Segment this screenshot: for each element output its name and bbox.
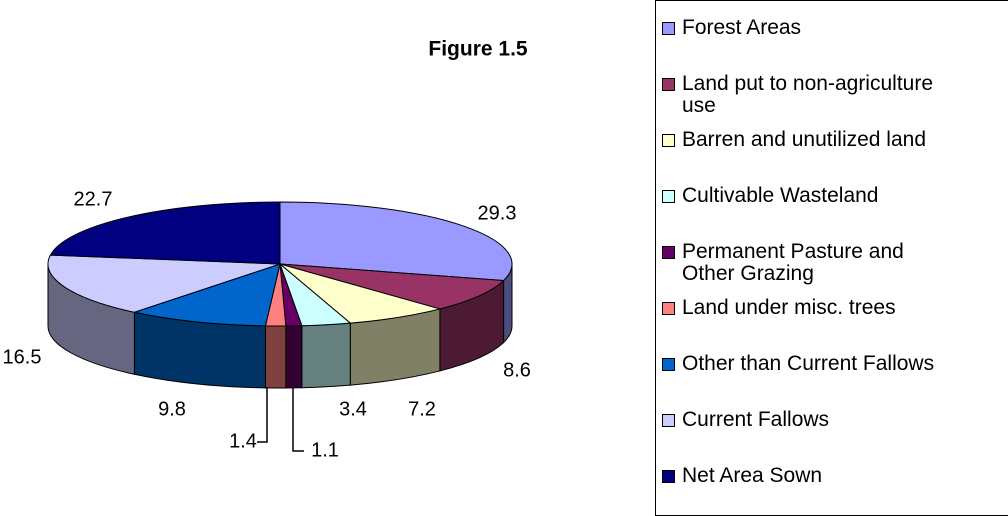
slice	[279, 201, 513, 282]
slice-side	[301, 322, 351, 389]
slice	[49, 201, 281, 265]
data-label: 8.6	[503, 359, 531, 381]
legend-label: Net Area Sown	[682, 464, 823, 487]
legend-swatch	[662, 358, 675, 371]
chart: Figure 1.5 29.3 8.6 7.2 3.41.1 1.4 9.8 16.5 22.…	[3, 38, 531, 462]
slice	[132, 263, 281, 327]
leader-line	[257, 387, 268, 443]
data-label: 16.5	[3, 346, 42, 368]
slice-side	[285, 325, 303, 389]
legend-label: Barren and unutilized land	[682, 128, 927, 151]
slice	[279, 263, 505, 310]
data-label: 1.1	[311, 439, 339, 461]
slice	[279, 263, 442, 324]
pie	[47, 201, 513, 389]
legend-swatch	[662, 190, 675, 203]
legend: Forest Areas Land put to non-agriculture …	[655, 0, 1008, 516]
legend-swatch	[662, 470, 675, 483]
legend-swatch	[662, 246, 675, 259]
legend-label: Forest Areas	[682, 16, 802, 39]
legend-label: Land put to non-agriculture use	[682, 72, 934, 117]
leader-line	[292, 387, 304, 452]
data-label: 3.4	[339, 398, 367, 420]
legend-label: Current Fallows	[682, 408, 830, 431]
chart-title: Figure 1.5	[428, 38, 528, 61]
legend-swatch	[662, 22, 675, 35]
slice-side	[264, 325, 287, 389]
data-label: 9.8	[158, 398, 186, 420]
legend-label: Cultivable Wasteland	[682, 184, 879, 207]
legend-swatch	[662, 78, 675, 91]
legend-swatch	[662, 414, 675, 427]
data-label: 22.7	[74, 188, 113, 210]
slice	[47, 254, 281, 313]
legend-swatch	[662, 302, 675, 315]
legend-label: Other than Current Fallows	[682, 352, 935, 375]
data-label: 1.4	[229, 430, 257, 452]
data-label: 29.3	[478, 202, 517, 224]
data-label: 7.2	[408, 398, 436, 420]
legend-label: Land under misc. trees	[682, 296, 896, 319]
legend-swatch	[662, 134, 675, 147]
legend-label: Permanent Pasture and Other Grazing	[682, 240, 904, 285]
